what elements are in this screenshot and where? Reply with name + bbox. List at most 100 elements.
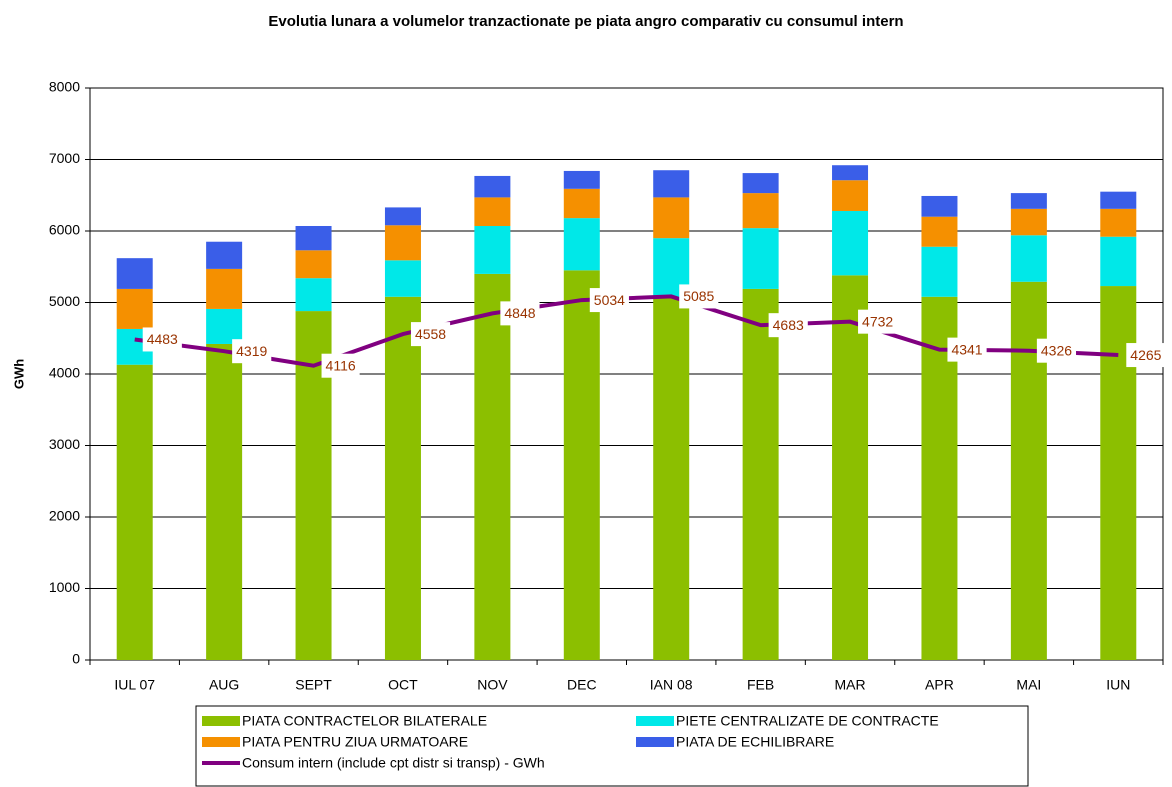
legend-swatch [202, 716, 240, 726]
data-label-bg [142, 327, 182, 352]
bar-segment [295, 225, 332, 251]
data-label-bg [1036, 338, 1077, 363]
bar-segment [742, 288, 779, 660]
data-label: 4341 [951, 341, 982, 357]
data-label: 4483 [147, 331, 178, 347]
bar-segment [474, 197, 511, 226]
x-tick-label: DEC [567, 677, 597, 693]
data-label-bg [1126, 343, 1166, 368]
bar-segment [563, 270, 600, 660]
data-label-group: 5034 [589, 288, 629, 313]
bar-segment [653, 170, 690, 198]
legend-swatch [636, 716, 674, 726]
y-tick-label: 3000 [49, 436, 80, 452]
data-label-bg [947, 337, 987, 362]
bar-segment [832, 165, 869, 181]
bar-segment [1100, 208, 1137, 237]
y-tick-label: 4000 [49, 365, 80, 381]
data-label-group: 4732 [858, 309, 898, 334]
bar-segment [742, 173, 779, 194]
data-label-group: 4558 [410, 322, 451, 347]
bar-segment [295, 250, 332, 279]
x-tick-label: AUG [209, 677, 239, 693]
bar-segment [206, 268, 243, 309]
bar-segment [206, 241, 243, 269]
data-label: 4265 [1130, 347, 1161, 363]
legend-swatch [202, 737, 240, 747]
bar-segment [206, 343, 243, 660]
bar-segment [832, 180, 869, 211]
bar-segment [1100, 191, 1137, 209]
data-label-group: 4265 [1126, 343, 1166, 368]
bar-segment [832, 210, 869, 276]
data-label-bg [321, 353, 360, 378]
data-label-group: 4116 [321, 353, 360, 378]
data-label: 4848 [504, 305, 535, 321]
data-label-group: 4326 [1036, 338, 1077, 363]
data-label-bg [589, 288, 629, 313]
data-label: 5034 [594, 292, 625, 308]
data-label: 4116 [326, 357, 356, 373]
data-label-group: 4341 [947, 337, 987, 362]
legend-label: PIATA DE ECHILIBRARE [676, 734, 834, 750]
legend-swatch [636, 737, 674, 747]
y-axis-label: GWh [11, 359, 26, 389]
y-tick-label: 1000 [49, 579, 80, 595]
data-label-group: 4483 [142, 327, 182, 352]
legend-label: PIATA CONTRACTELOR BILATERALE [242, 713, 487, 729]
data-label-bg [232, 339, 272, 364]
y-tick-label: 2000 [49, 508, 80, 524]
chart-title: Evolutia lunara a volumelor tranzactiona… [268, 13, 903, 30]
bar-segment [206, 308, 243, 344]
bar-segment [116, 288, 153, 329]
bar-segment [295, 278, 332, 312]
bar-segment [474, 273, 511, 660]
bar-segment [474, 225, 511, 274]
bar-segment [563, 218, 600, 271]
bar-segment [563, 188, 600, 219]
x-tick-label: SEPT [295, 677, 332, 693]
y-tick-label: 8000 [49, 79, 80, 95]
bar-segment [921, 216, 958, 247]
x-tick-label: MAR [834, 677, 865, 693]
data-label-bg [679, 284, 719, 309]
data-label-group: 5085 [679, 284, 719, 309]
bar-segment [116, 258, 153, 289]
bar-segment [384, 260, 421, 297]
bar-segment [384, 207, 421, 226]
x-tick-label: APR [925, 677, 954, 693]
data-label: 4558 [415, 326, 446, 342]
legend-box [195, 705, 1029, 787]
x-tick-label: OCT [388, 677, 418, 693]
bar-segment [384, 225, 421, 261]
bar-segment [1010, 281, 1047, 660]
bar-segment [1010, 235, 1047, 282]
data-label-bg [500, 301, 540, 326]
legend-label: PIATA PENTRU ZIUA URMATOARE [242, 734, 468, 750]
bar-segment [563, 170, 600, 189]
bar-segment [116, 364, 153, 660]
bar-segment [653, 298, 690, 660]
bar-segment [474, 175, 511, 198]
x-tick-label: IUN [1106, 677, 1130, 693]
x-tick-label: MAI [1016, 677, 1041, 693]
bar-segment [832, 275, 869, 660]
x-tick-label: NOV [477, 677, 508, 693]
data-label: 4326 [1041, 342, 1072, 358]
data-label-group: 4683 [768, 313, 808, 338]
bar-segment [1100, 286, 1137, 660]
legend-label: Consum intern (include cpt distr si tran… [242, 755, 545, 771]
y-tick-label: 5000 [49, 293, 80, 309]
bar-segment [921, 195, 958, 217]
x-tick-label: FEB [747, 677, 774, 693]
data-label-bg [410, 322, 451, 347]
x-tick-label: IUL 07 [114, 677, 155, 693]
y-tick-label: 6000 [49, 222, 80, 238]
data-label: 4319 [236, 343, 267, 359]
bar-segment [742, 193, 779, 229]
bar-segment [653, 197, 690, 239]
data-label-bg [768, 313, 808, 338]
bar-segment [384, 296, 421, 660]
y-tick-label: 7000 [49, 150, 80, 166]
